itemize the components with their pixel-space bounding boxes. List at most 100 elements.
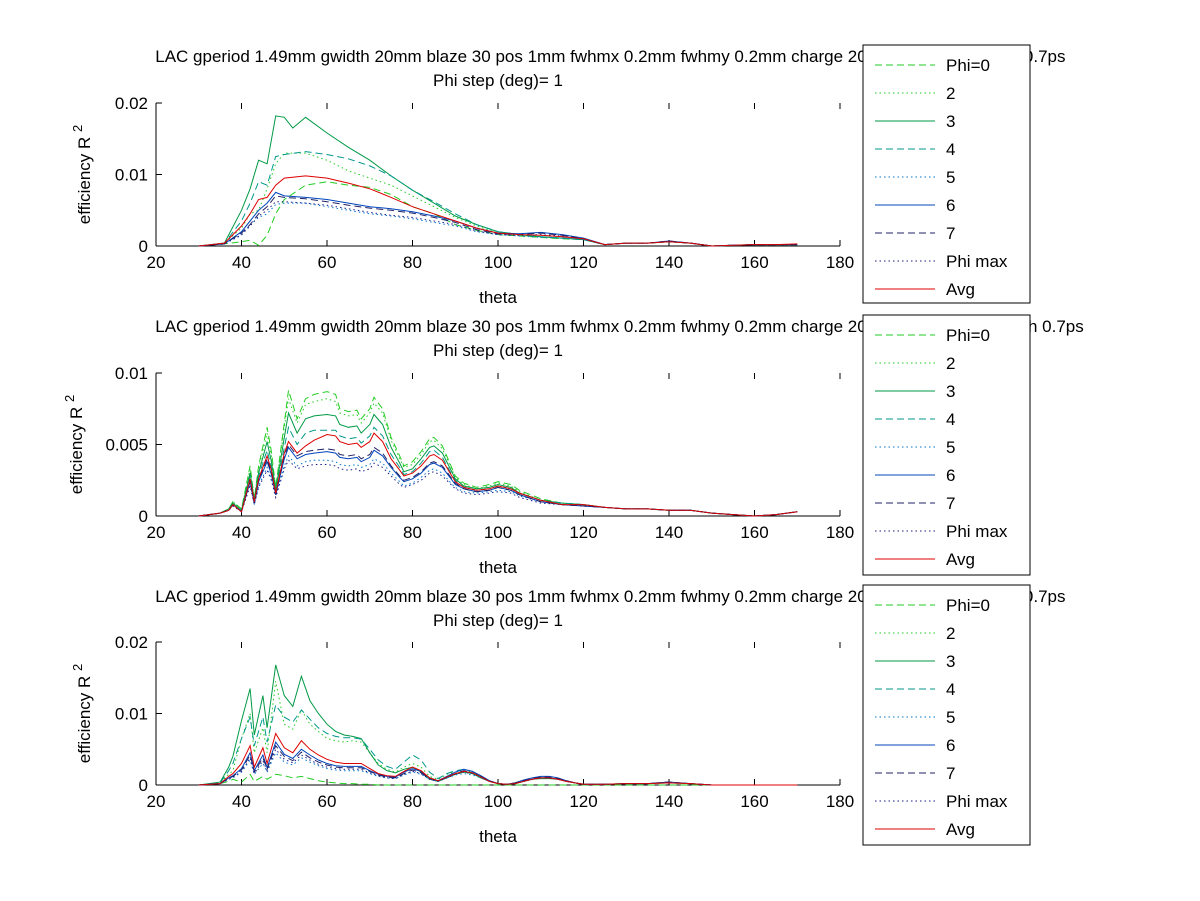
series-group	[198, 390, 798, 517]
y-tick-label: 0.01	[115, 166, 148, 185]
y-axis-label: efficiency R 2	[70, 664, 94, 764]
series-line-avg	[198, 175, 798, 247]
y-tick-label: 0.02	[115, 633, 148, 652]
chart-panel-2: LAC gperiod 1.49mm gwidth 20mm blaze 30 …	[62, 314, 1084, 577]
x-tick-label: 180	[826, 792, 854, 811]
legend-label: Phi max	[946, 252, 1008, 271]
legend-box	[862, 584, 1031, 846]
chart-subtitle: Phi step (deg)= 1	[433, 341, 563, 360]
y-axis-label: efficiency R 2	[70, 125, 94, 225]
legend-label: 4	[946, 680, 955, 699]
x-tick-label: 140	[655, 792, 683, 811]
legend-label: 2	[946, 354, 955, 373]
series-line-2	[198, 398, 798, 517]
legend-label: 6	[946, 466, 955, 485]
legend-label: Phi max	[946, 522, 1008, 541]
legend-label: 4	[946, 410, 955, 429]
plot-area	[156, 642, 840, 785]
series-line-4	[198, 425, 798, 517]
plot-area	[156, 373, 840, 516]
legend-label: Phi=0	[946, 596, 990, 615]
legend-label: 3	[946, 112, 955, 131]
legend: Phi=0 2 3 4 5 6 7 Phi max Avg	[862, 584, 1031, 846]
legend-label: Phi=0	[946, 326, 990, 345]
legend-label: 5	[946, 708, 955, 727]
chart-subtitle: Phi step (deg)= 1	[433, 611, 563, 630]
legend-label: Phi max	[946, 792, 1008, 811]
series-group	[198, 664, 798, 786]
x-tick-label: 40	[232, 253, 251, 272]
y-tick-label: 0.02	[115, 94, 148, 113]
y-tick-label: 0.01	[115, 705, 148, 724]
legend-label: 5	[946, 438, 955, 457]
x-tick-label: 60	[318, 792, 337, 811]
y-tick-label: 0	[139, 776, 148, 795]
y-tick-label: 0.01	[115, 364, 148, 383]
plot-area	[156, 103, 840, 246]
legend-label: Avg	[946, 550, 975, 569]
legend-label: 3	[946, 652, 955, 671]
legend-label: 5	[946, 168, 955, 187]
x-tick-label: 100	[484, 253, 512, 272]
x-tick-label: 20	[147, 253, 166, 272]
legend-label: 2	[946, 624, 955, 643]
x-tick-label: 20	[147, 523, 166, 542]
x-tick-label: 80	[403, 523, 422, 542]
series-group	[198, 115, 798, 247]
legend-label: 4	[946, 140, 955, 159]
x-tick-label: 120	[569, 253, 597, 272]
x-tick-label: 120	[569, 523, 597, 542]
series-line-7	[198, 744, 798, 786]
chart-subtitle: Phi step (deg)= 1	[433, 71, 563, 90]
x-tick-label: 100	[484, 792, 512, 811]
chart-title: LAC gperiod 1.49mm gwidth 20mm blaze 30 …	[155, 47, 866, 66]
legend-label: 7	[946, 224, 955, 243]
x-tick-label: 80	[403, 792, 422, 811]
x-tick-label: 160	[740, 792, 768, 811]
y-tick-label: 0	[139, 237, 148, 256]
legend-box	[862, 314, 1031, 576]
x-tick-label: 60	[318, 253, 337, 272]
series-line-avg	[198, 732, 798, 786]
chart-title: LAC gperiod 1.49mm gwidth 20mm blaze 30 …	[155, 317, 866, 336]
y-tick-label: 0.005	[105, 436, 148, 455]
x-tick-label: 80	[403, 253, 422, 272]
y-tick-label: 0	[139, 507, 148, 526]
y-axis-label: efficiency R 2	[62, 395, 86, 495]
x-tick-label: 140	[655, 523, 683, 542]
x-tick-label: 100	[484, 523, 512, 542]
legend-label: Avg	[946, 820, 975, 839]
chart-panel-1: LAC gperiod 1.49mm gwidth 20mm blaze 30 …	[70, 44, 1066, 307]
x-tick-label: 160	[740, 253, 768, 272]
legend: Phi=0 2 3 4 5 6 7 Phi max Avg	[862, 314, 1031, 576]
series-line-phi-0	[198, 390, 798, 517]
legend-label: 7	[946, 764, 955, 783]
chart-panel-3: LAC gperiod 1.49mm gwidth 20mm blaze 30 …	[70, 584, 1066, 846]
x-tick-label: 120	[569, 792, 597, 811]
x-tick-label: 60	[318, 523, 337, 542]
legend-label: 2	[946, 84, 955, 103]
series-line-avg	[198, 432, 798, 517]
x-tick-label: 180	[826, 253, 854, 272]
x-tick-label: 40	[232, 792, 251, 811]
x-tick-label: 40	[232, 523, 251, 542]
x-axis-label: theta	[479, 827, 517, 846]
chart-title: LAC gperiod 1.49mm gwidth 20mm blaze 30 …	[155, 587, 866, 606]
x-tick-label: 140	[655, 253, 683, 272]
legend-label: 6	[946, 196, 955, 215]
chart-title-tail: h 0.7ps	[1028, 317, 1084, 336]
x-tick-label: 180	[826, 523, 854, 542]
x-tick-label: 20	[147, 792, 166, 811]
series-line-2	[198, 152, 798, 247]
legend: Phi=0 2 3 4 5 6 7 Phi max Avg	[862, 44, 1031, 304]
legend-label: 6	[946, 736, 955, 755]
legend-label: Phi=0	[946, 56, 990, 75]
legend-label: 7	[946, 494, 955, 513]
series-line-5	[198, 202, 798, 247]
x-axis-label: theta	[479, 288, 517, 307]
series-line-phi-0	[198, 773, 798, 786]
x-tick-label: 160	[740, 523, 768, 542]
legend-label: 3	[946, 382, 955, 401]
x-axis-label: theta	[479, 558, 517, 577]
